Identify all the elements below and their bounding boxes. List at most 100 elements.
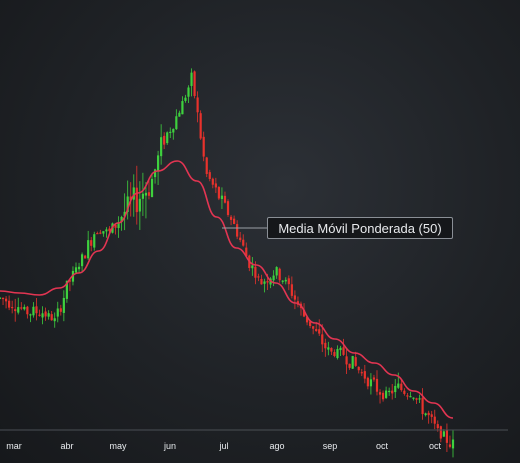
candle-body: [4, 298, 8, 302]
candle-body: [409, 396, 412, 398]
candle-body: [403, 390, 406, 394]
x-tick-label: may: [109, 441, 127, 451]
candle-body: [90, 240, 93, 246]
candle-body: [254, 266, 257, 278]
candle-body: [302, 309, 306, 317]
candle-body: [400, 383, 403, 391]
candle-body: [278, 268, 281, 281]
candle-body: [193, 71, 196, 96]
candle-body: [226, 201, 230, 215]
candle-body: [77, 266, 81, 270]
candle-body: [378, 392, 382, 395]
candle-body: [117, 222, 120, 229]
candle-body: [102, 231, 105, 234]
candle-body: [372, 377, 376, 380]
candle-body: [62, 297, 65, 313]
candle-body: [211, 178, 214, 185]
candle-body: [108, 228, 111, 232]
candle-body: [50, 314, 53, 321]
candle-body: [375, 378, 379, 392]
candle-body: [96, 233, 99, 235]
candle-body: [47, 313, 50, 317]
candle-body: [120, 216, 123, 223]
candle-body: [114, 224, 117, 228]
candle-body: [214, 183, 217, 188]
candle-body: [242, 239, 245, 246]
candle-body: [260, 278, 263, 285]
candle-body: [257, 276, 260, 278]
candle-body: [135, 187, 138, 213]
candle-body: [160, 137, 163, 157]
candle-body: [175, 116, 178, 130]
candle-body: [11, 306, 14, 309]
candle-body: [172, 128, 175, 133]
candle-body: [181, 101, 184, 115]
candle-body: [427, 412, 430, 416]
candle-body: [126, 196, 129, 212]
candle-body: [275, 267, 278, 276]
candle-body: [348, 363, 351, 368]
candle-body: [391, 390, 394, 394]
candle-body: [229, 216, 233, 220]
candle-body: [20, 307, 23, 309]
candle-body: [196, 97, 199, 113]
candle-body: [17, 307, 20, 313]
candle-body: [0, 297, 2, 299]
candle-body: [87, 240, 90, 259]
candle-body: [363, 371, 366, 379]
candle-body: [263, 281, 266, 284]
x-tick-label: mar: [6, 441, 22, 451]
candle-body: [445, 430, 449, 443]
candle-body: [448, 444, 452, 447]
candle-body: [394, 385, 397, 393]
candle-body: [351, 356, 354, 369]
candle-body: [150, 178, 154, 197]
candle-body: [239, 237, 242, 241]
candle-body: [415, 398, 418, 400]
candle-body: [129, 196, 132, 200]
candle-body: [360, 372, 363, 374]
candle-body: [245, 247, 248, 257]
candle-body: [32, 306, 35, 316]
candle-body: [123, 211, 126, 217]
candle-body: [354, 357, 357, 366]
candle-body: [26, 306, 29, 315]
candle-body: [217, 187, 220, 199]
candle-body: [305, 316, 309, 323]
candle-body: [187, 87, 190, 97]
candle-body: [35, 306, 38, 314]
candle-body: [236, 224, 239, 237]
candle-body: [284, 279, 287, 282]
x-tick-label: ago: [269, 441, 284, 451]
candle-body: [436, 424, 439, 429]
candle-body: [14, 309, 17, 312]
candle-body: [29, 314, 32, 316]
candle-body: [199, 113, 202, 139]
candle-body: [339, 347, 342, 351]
candle-body: [251, 265, 254, 269]
candle-body: [84, 255, 87, 259]
candle-body: [281, 280, 284, 282]
candle-body: [138, 198, 141, 212]
candle-body: [345, 356, 348, 365]
candle-body: [430, 414, 433, 417]
moving-average-line: [0, 160, 454, 419]
candle-body: [442, 431, 445, 437]
candle-body: [321, 334, 324, 345]
candle-body: [208, 172, 211, 179]
candle-body: [318, 329, 321, 334]
candle-body: [8, 300, 11, 308]
candle-body: [418, 398, 421, 400]
candle-body: [266, 281, 269, 283]
candle-body: [65, 280, 68, 299]
candle-body: [406, 395, 409, 397]
candle-body: [163, 135, 166, 145]
candle-body: [169, 131, 172, 134]
candle-body: [412, 397, 415, 399]
candle-body: [333, 352, 336, 357]
candle-body: [330, 347, 333, 352]
candle-body: [74, 267, 78, 273]
candle-body: [44, 311, 47, 317]
candle-body: [80, 254, 84, 267]
